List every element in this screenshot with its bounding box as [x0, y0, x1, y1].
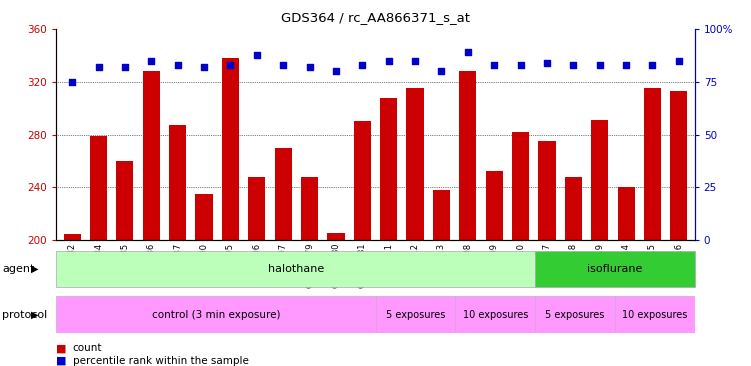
Point: [277, 62, 289, 68]
Bar: [195, 194, 213, 240]
Point: [172, 62, 184, 68]
Bar: [376, 296, 455, 333]
Bar: [56, 251, 535, 287]
Point: [225, 62, 237, 68]
Text: 10 exposures: 10 exposures: [622, 310, 687, 320]
Bar: [671, 91, 687, 240]
Bar: [591, 120, 608, 240]
Text: 10 exposures: 10 exposures: [463, 310, 528, 320]
Point: [119, 64, 131, 70]
Text: halothane: halothane: [267, 264, 324, 274]
Bar: [116, 161, 134, 240]
Point: [514, 62, 526, 68]
Bar: [380, 98, 397, 240]
Point: [620, 62, 632, 68]
Bar: [644, 89, 661, 240]
Point: [198, 64, 210, 70]
Text: percentile rank within the sample: percentile rank within the sample: [73, 355, 249, 366]
Point: [251, 52, 263, 57]
Point: [541, 60, 553, 66]
Text: ▶: ▶: [31, 310, 38, 320]
Bar: [327, 233, 345, 240]
Text: 5 exposures: 5 exposures: [545, 310, 605, 320]
Bar: [169, 125, 186, 240]
Point: [383, 58, 395, 64]
Bar: [455, 296, 535, 333]
Text: agent: agent: [2, 264, 35, 274]
Text: 5 exposures: 5 exposures: [386, 310, 445, 320]
Bar: [249, 177, 265, 240]
Point: [409, 58, 421, 64]
Bar: [64, 235, 80, 240]
Bar: [617, 187, 635, 240]
Text: protocol: protocol: [2, 310, 47, 320]
Bar: [486, 171, 502, 240]
Bar: [538, 141, 556, 240]
Text: ▶: ▶: [31, 264, 38, 274]
Point: [594, 62, 606, 68]
Bar: [615, 296, 695, 333]
Point: [66, 79, 78, 85]
Text: isoflurane: isoflurane: [587, 264, 643, 274]
Bar: [535, 251, 695, 287]
Bar: [406, 89, 424, 240]
Bar: [222, 58, 239, 240]
Point: [436, 68, 448, 74]
Point: [330, 68, 342, 74]
Point: [673, 58, 685, 64]
Bar: [565, 177, 582, 240]
Point: [647, 62, 659, 68]
Bar: [512, 132, 529, 240]
Bar: [354, 122, 371, 240]
Text: ■: ■: [56, 355, 67, 366]
Point: [145, 58, 157, 64]
Point: [356, 62, 368, 68]
Bar: [143, 71, 160, 240]
Bar: [90, 136, 107, 240]
Bar: [56, 296, 376, 333]
Bar: [535, 296, 615, 333]
Bar: [433, 190, 450, 240]
Text: ■: ■: [56, 343, 67, 354]
Bar: [460, 71, 476, 240]
Bar: [275, 147, 291, 240]
Point: [462, 49, 474, 55]
Point: [92, 64, 104, 70]
Text: GDS364 / rc_AA866371_s_at: GDS364 / rc_AA866371_s_at: [281, 11, 470, 24]
Text: count: count: [73, 343, 102, 354]
Point: [488, 62, 500, 68]
Point: [567, 62, 579, 68]
Point: [303, 64, 315, 70]
Text: control (3 min exposure): control (3 min exposure): [152, 310, 280, 320]
Bar: [301, 177, 318, 240]
